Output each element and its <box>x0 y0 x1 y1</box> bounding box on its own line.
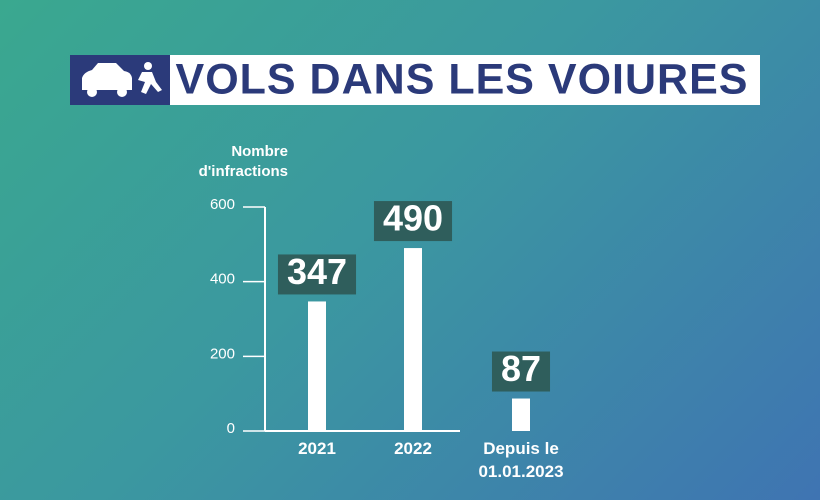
value-label: 490 <box>373 198 453 242</box>
bar <box>308 301 326 431</box>
y-tick-label: 600 <box>210 196 235 213</box>
value-label-box <box>491 351 551 392</box>
chart-title: VOLS DANS LES VOIURES <box>176 55 749 103</box>
value-label-box <box>373 201 453 242</box>
value-label-text: 490 <box>383 198 443 239</box>
value-label-text: 347 <box>287 251 347 292</box>
bar <box>404 248 422 431</box>
title-banner <box>70 55 760 105</box>
car-icon <box>82 62 162 97</box>
value-label: 347 <box>277 251 357 295</box>
bar <box>512 398 530 431</box>
x-tick-label: 2022 <box>394 439 432 458</box>
y-tick-label: 200 <box>210 345 235 362</box>
y-axis-label: Nombre d'infractions <box>198 143 288 181</box>
value-label: 87 <box>491 348 551 392</box>
value-label-text: 87 <box>501 348 541 389</box>
x-tick-label: Depuis le 01.01.2023 <box>478 439 564 481</box>
x-tick-label: 2021 <box>298 439 336 458</box>
value-label-box <box>277 254 357 295</box>
y-tick-label: 400 <box>210 271 235 288</box>
y-tick-label: 0 <box>227 420 235 437</box>
